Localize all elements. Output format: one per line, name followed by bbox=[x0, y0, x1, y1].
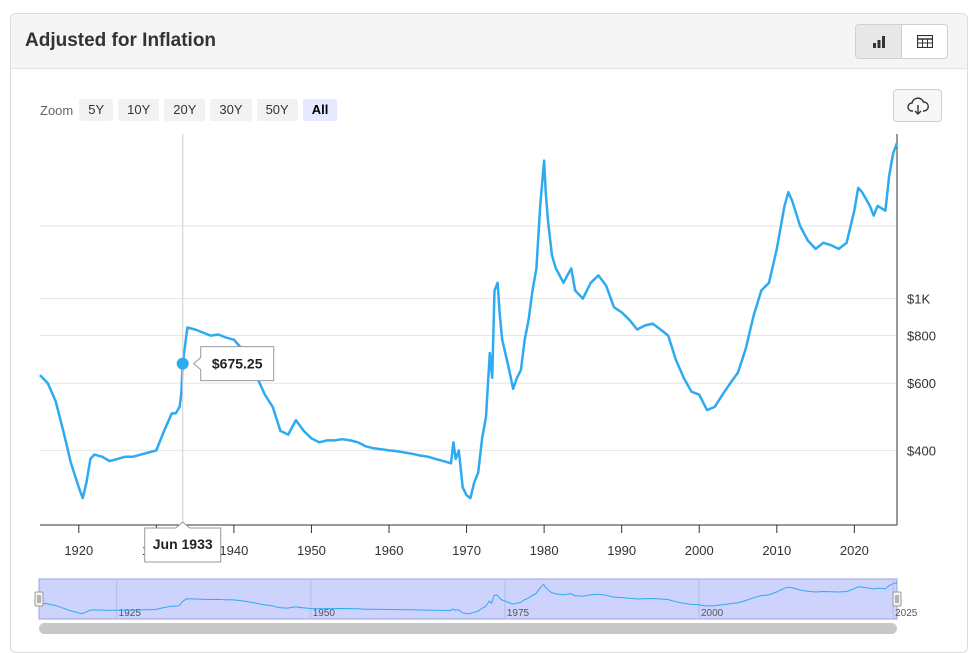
zoom-all-button[interactable]: All bbox=[302, 99, 338, 121]
navigator-window[interactable] bbox=[38, 578, 898, 620]
navigator-series-line bbox=[38, 582, 898, 615]
x-tick-label: 1920 bbox=[64, 543, 93, 558]
download-button[interactable] bbox=[893, 89, 942, 122]
value-tooltip-text: $675.25 bbox=[212, 356, 263, 372]
zoom-label: Zoom bbox=[40, 102, 74, 118]
zoom-20y-button[interactable]: 20Y bbox=[164, 99, 206, 121]
navigator-label: 1950 bbox=[313, 608, 336, 619]
chart-title: Adjusted for Inflation bbox=[25, 30, 217, 51]
x-tick-label: 1950 bbox=[297, 543, 326, 558]
view-toggle bbox=[855, 24, 948, 59]
value-tooltip-box bbox=[192, 346, 275, 382]
date-tooltip-text: Jun 1933 bbox=[153, 536, 213, 552]
zoom-10y-button[interactable]: 10Y bbox=[118, 99, 160, 121]
x-tick-label: 2000 bbox=[685, 543, 714, 558]
x-tick-label: 1940 bbox=[219, 543, 248, 558]
price-series-line bbox=[39, 142, 899, 500]
x-tick-label: 1980 bbox=[530, 543, 559, 558]
navigator-label: 2000 bbox=[701, 608, 724, 619]
navigator-right-handle[interactable] bbox=[892, 591, 902, 607]
y-tick-label: $1K bbox=[907, 292, 930, 307]
chart-view-button[interactable] bbox=[856, 25, 902, 58]
hover-marker bbox=[176, 357, 189, 370]
zoom-30y-button[interactable]: 30Y bbox=[210, 99, 252, 121]
navigator-label: 1975 bbox=[507, 608, 530, 619]
navigator-label: 1925 bbox=[119, 608, 142, 619]
y-tick-label: $600 bbox=[907, 376, 936, 391]
x-tick-label: 2010 bbox=[762, 543, 791, 558]
card-header: Adjusted for Inflation bbox=[11, 14, 967, 69]
y-tick-label: $400 bbox=[907, 443, 936, 458]
navigator-scrollbar[interactable] bbox=[39, 623, 897, 634]
date-tooltip-box bbox=[144, 521, 222, 563]
y-tick-label: $800 bbox=[907, 329, 936, 344]
navigator-label: 2025 bbox=[895, 608, 918, 619]
table-icon bbox=[916, 35, 933, 48]
bar-chart-icon bbox=[872, 35, 885, 48]
zoom-5y-button[interactable]: 5Y bbox=[79, 99, 114, 121]
zoom-bar: Zoom 5Y 10Y 20Y 30Y 50Y All bbox=[40, 99, 342, 121]
navigator-left-handle[interactable] bbox=[34, 591, 44, 607]
x-tick-label: 1970 bbox=[452, 543, 481, 558]
x-tick-label: 1990 bbox=[607, 543, 636, 558]
cloud-download-icon bbox=[906, 96, 929, 115]
x-tick-label: 1960 bbox=[375, 543, 404, 558]
zoom-50y-button[interactable]: 50Y bbox=[256, 99, 298, 121]
table-view-button[interactable] bbox=[902, 25, 947, 58]
x-tick-label: 2020 bbox=[840, 543, 869, 558]
